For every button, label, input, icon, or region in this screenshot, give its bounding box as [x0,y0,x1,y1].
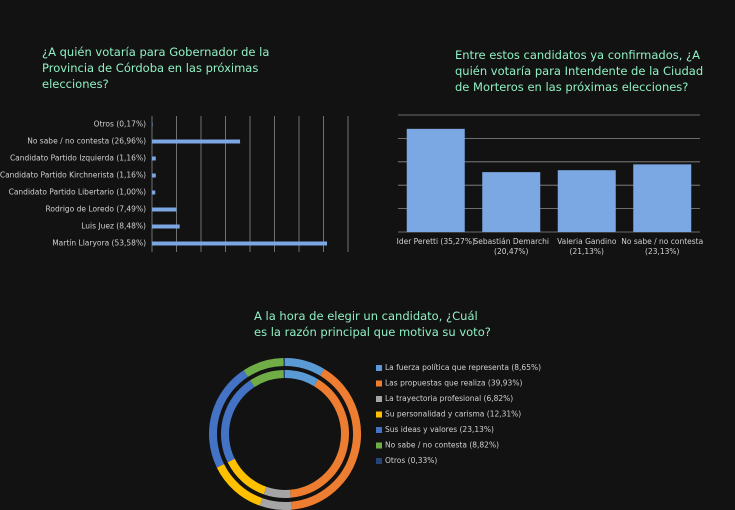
donut-segment [243,358,284,378]
donut-segment [250,370,284,388]
legend-swatch [376,458,382,464]
y-tick-label: Luis Juez (8,48%) [81,222,146,231]
y-tick-label: Candidato Partido Kirchnerista (1,16%) [0,171,146,180]
bar [152,156,156,161]
bar [482,172,541,232]
legend-label: No sabe / no contesta (8,82%) [385,441,499,450]
donut-segment [209,370,249,468]
x-tick-label: (21,13%) [570,247,605,256]
legend-swatch [376,380,382,387]
x-tick-label: (23,13%) [645,247,680,256]
legend-swatch [376,411,382,418]
donut-segment [216,463,263,506]
x-tick-label: Ider Peretti (35,27%) [397,237,475,246]
legend-label: La fuerza política que representa (8,65%… [385,363,541,372]
bar [152,224,180,229]
bar [152,241,328,246]
legend-label: Otros (0,33%) [385,456,437,465]
x-tick-label: Valeria Gandino [557,237,617,246]
legend-label: Su personalidad y carisma (12,31%) [385,410,521,419]
donut-segment [284,358,325,376]
legend-label: Sus ideas y valores (23,13%) [385,425,494,434]
donut-segment [221,380,255,463]
bar [152,173,156,178]
bar [406,128,465,232]
donut-segment [284,370,319,387]
bar [633,164,692,232]
x-tick-label: No sabe / no contesta [621,237,703,246]
donut-segment [259,498,292,510]
donut-segment [227,458,267,495]
y-tick-label: No sabe / no contesta (26,96%) [27,137,146,146]
legend-swatch [376,365,382,371]
y-tick-label: Otros (0,17%) [94,120,146,129]
bar [152,207,177,212]
y-tick-label: Rodrigo de Loredo (7,49%) [46,205,147,214]
donut-segment [263,486,291,498]
chart-title: Entre estos candidatos ya confirmados, ¿… [455,48,704,94]
legend-label: Las propuestas que realiza (39,93%) [385,379,522,388]
y-tick-label: Martín Llaryora (53,58%) [52,239,146,248]
legend-label: La trayectoria profesional (6,82%) [385,394,513,403]
bar [152,190,156,195]
chart-title: A la hora de elegir un candidato, ¿Cuál … [254,309,491,339]
chart-title: ¿A quién votaría para Gobernador de la P… [42,45,270,91]
donut-segment [289,379,349,498]
legend-swatch [376,396,382,402]
x-tick-label: Sebastián Demarchi [473,237,549,246]
y-tick-label: Candidato Partido Libertario (1,00%) [9,188,146,197]
bar [152,139,241,144]
donut-segment [291,368,361,510]
legend-swatch [376,442,382,449]
legend-swatch [376,427,382,433]
bar [152,122,153,127]
x-tick-label: (20,47%) [494,247,529,256]
y-tick-label: Candidato Partido Izquierda (1,16%) [10,154,146,163]
bar [557,170,616,232]
